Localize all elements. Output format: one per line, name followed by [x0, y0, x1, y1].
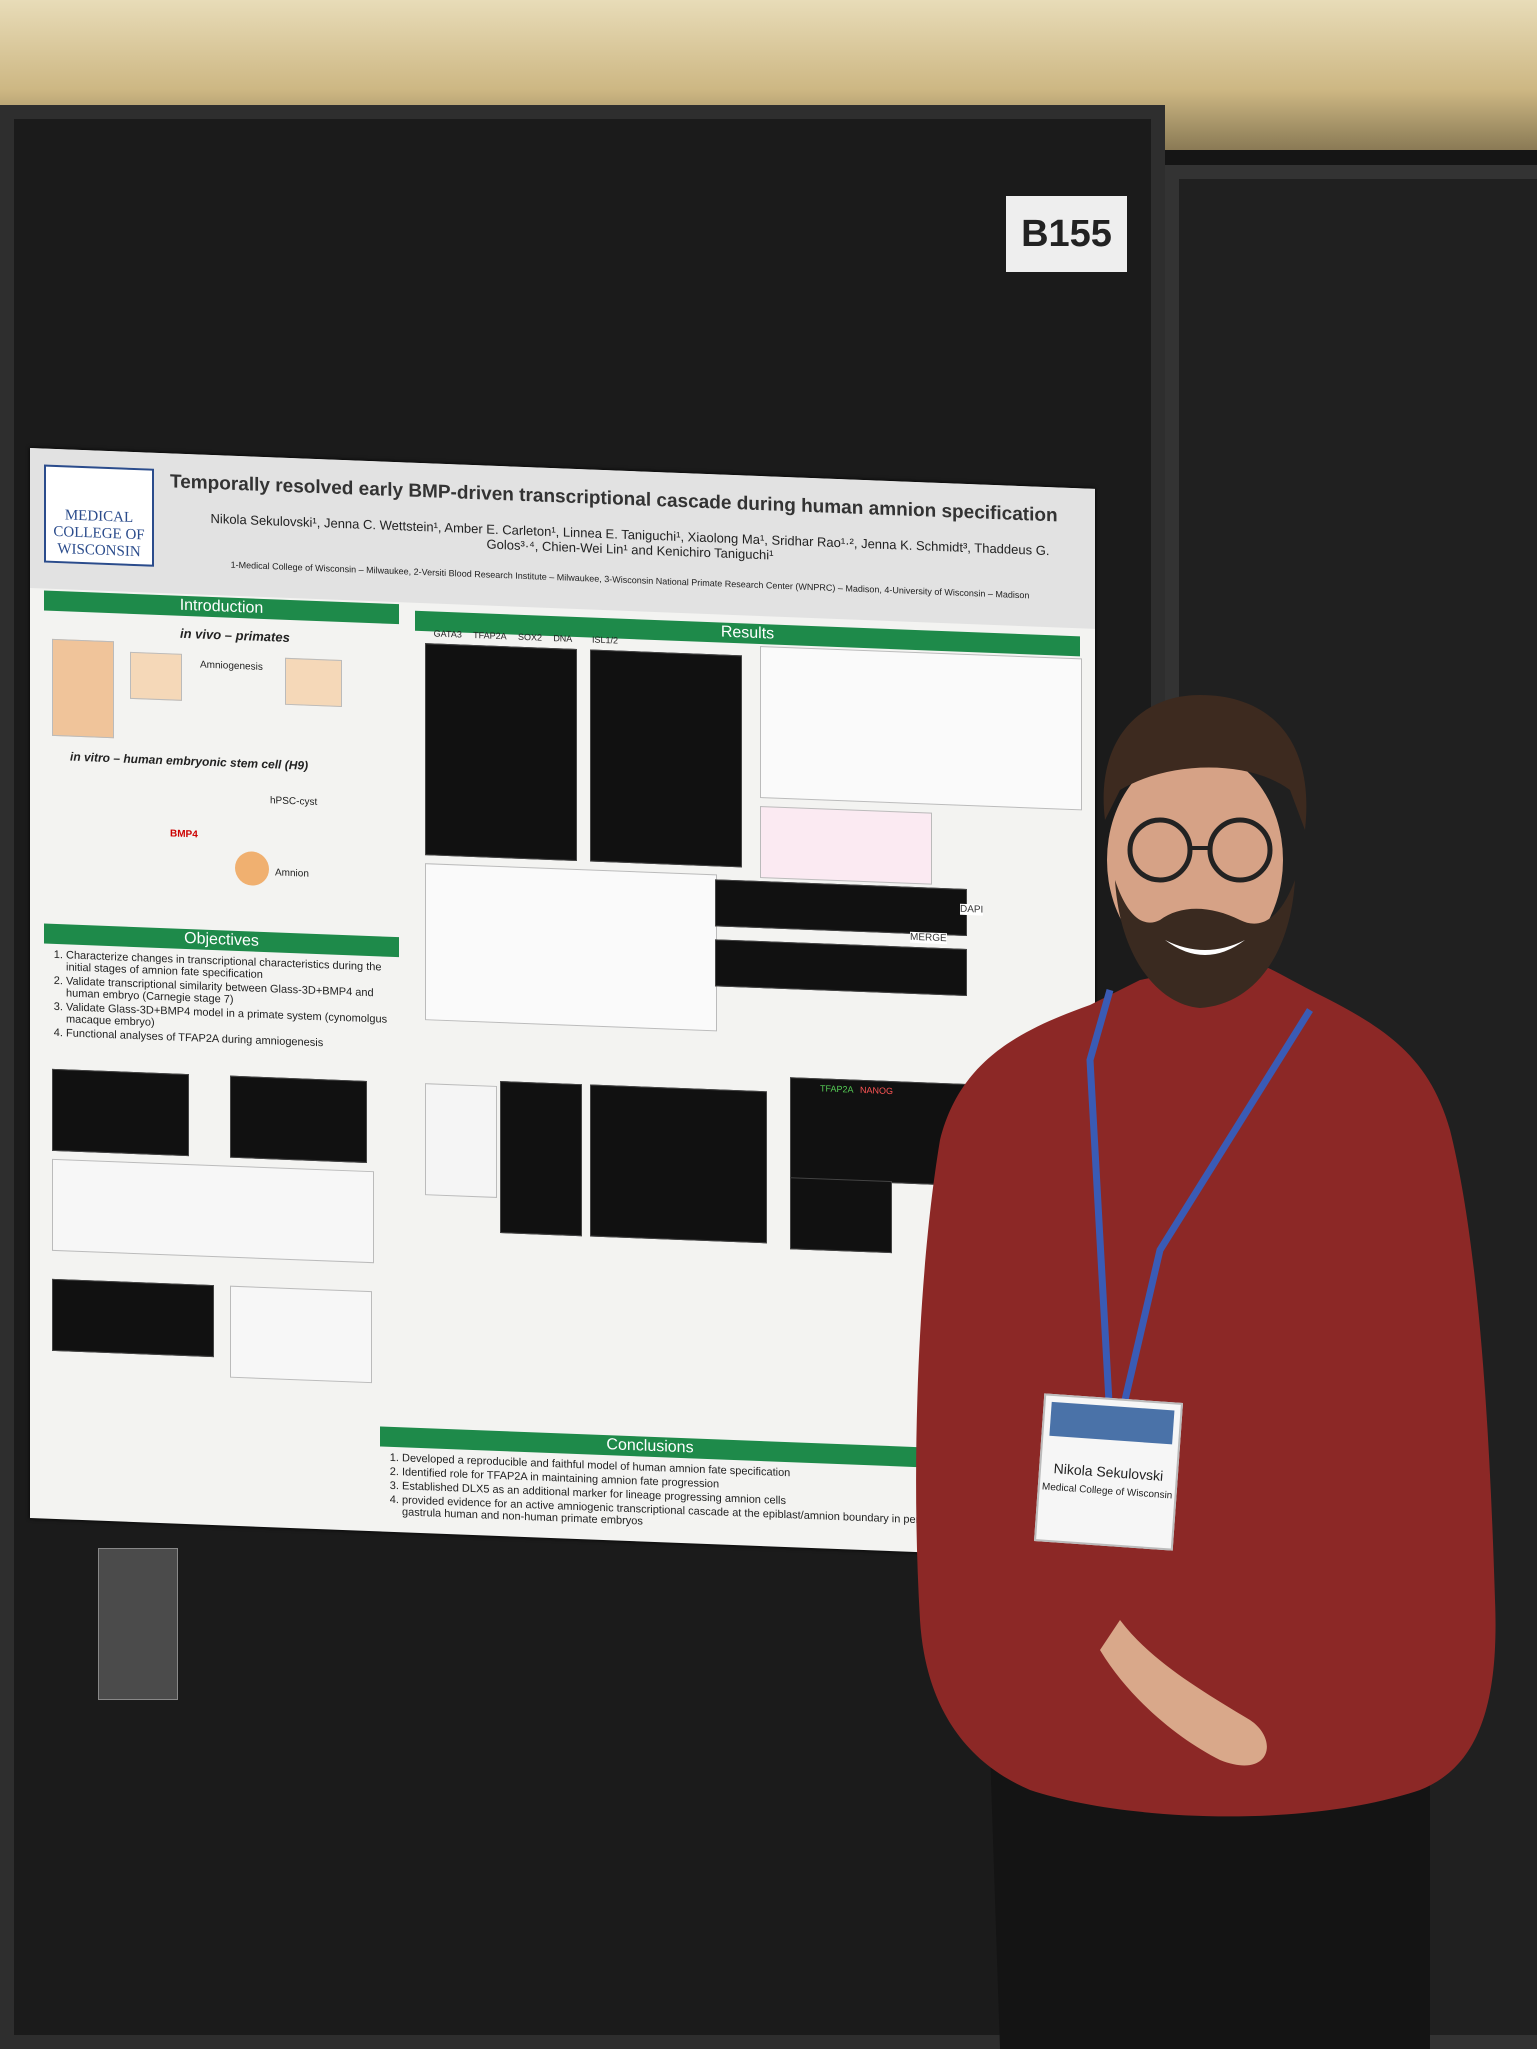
lanyard [1086, 989, 1114, 1421]
pin-bag [98, 1548, 178, 1700]
smile [1165, 940, 1245, 955]
badge-name: Nikola Sekulovski [1053, 1460, 1164, 1484]
badge-header [1049, 1401, 1175, 1445]
face [1107, 750, 1283, 970]
booth-number: B155 [1006, 196, 1127, 272]
trousers [990, 1750, 1430, 2049]
hands [1100, 1620, 1267, 1766]
beard [1115, 880, 1295, 1008]
shirt [916, 960, 1496, 1817]
badge-affiliation: Medical College of Wisconsin [1041, 1481, 1173, 1502]
name-badge: Nikola Sekulovski Medical College of Wis… [1034, 1393, 1183, 1551]
hair [1103, 695, 1307, 830]
lanyard [1121, 1008, 1313, 1401]
